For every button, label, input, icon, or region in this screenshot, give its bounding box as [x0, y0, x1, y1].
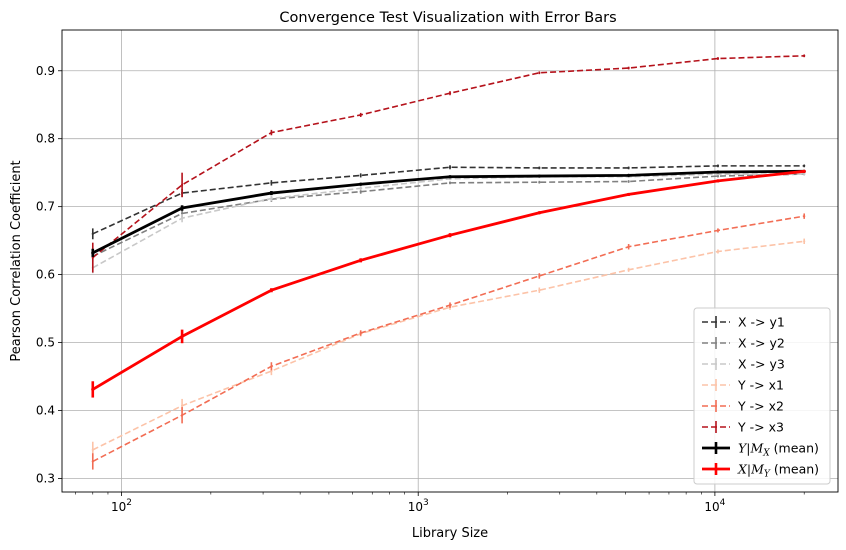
- data-point: [448, 92, 452, 95]
- series-line: [92, 55, 805, 259]
- data-point: [716, 174, 720, 178]
- x-tick-label: 104: [704, 498, 725, 514]
- data-point: [269, 191, 273, 195]
- data-point: [91, 232, 94, 235]
- data-point: [627, 66, 630, 70]
- data-point: [269, 288, 273, 292]
- data-point: [716, 170, 720, 174]
- data-point: [180, 212, 184, 215]
- data-point: [91, 251, 95, 255]
- y-tick-label: 0.9: [36, 64, 55, 78]
- legend-label: X -> y3: [738, 357, 785, 372]
- data-point: [627, 180, 630, 183]
- y-tick-label: 0.8: [36, 132, 55, 146]
- data-point: [803, 172, 806, 176]
- data-point: [270, 369, 273, 373]
- data-point: [180, 217, 184, 220]
- data-point: [180, 414, 184, 417]
- y-tick-label: 0.4: [36, 403, 55, 417]
- axis-ticks: 0.3 0.4 0.5 0.6 0.7 0.8 0.9 102 103 104: [36, 64, 805, 514]
- legend-label: X|MY (mean): [737, 462, 819, 480]
- data-point: [180, 206, 184, 210]
- data-point: [716, 179, 720, 183]
- data-point: [716, 57, 720, 60]
- legend-label: Y -> x3: [737, 420, 784, 435]
- x-tick-label: 102: [111, 498, 132, 514]
- series-line: [92, 165, 805, 235]
- data-point: [180, 404, 184, 407]
- data-point: [270, 131, 273, 134]
- x-axis-label: Library Size: [412, 526, 488, 541]
- data-point: [627, 192, 631, 197]
- data-point: [270, 365, 273, 368]
- data-point: [270, 197, 273, 200]
- data-point: [538, 274, 541, 278]
- data-point: [359, 190, 362, 193]
- data-point: [359, 331, 362, 335]
- data-point: [448, 166, 452, 169]
- data-point: [538, 181, 541, 184]
- data-point: [716, 229, 720, 232]
- data-point: [803, 240, 806, 243]
- data-point: [716, 250, 720, 253]
- data-point: [180, 183, 184, 187]
- data-point: [270, 181, 273, 184]
- data-point: [448, 181, 452, 184]
- data-point: [359, 182, 363, 186]
- data-point: [802, 169, 806, 173]
- data-point: [537, 174, 541, 178]
- data-point: [627, 268, 630, 271]
- data-point: [627, 245, 630, 248]
- y-tick-label: 0.6: [36, 268, 55, 282]
- data-point: [803, 54, 806, 57]
- series-line: [92, 173, 805, 269]
- data-point: [359, 258, 363, 262]
- data-point: [538, 71, 541, 74]
- legend-label: Y -> x1: [737, 378, 784, 393]
- series-layer: [91, 54, 806, 470]
- data-point: [91, 460, 94, 463]
- data-point: [803, 215, 806, 218]
- data-point: [359, 187, 362, 190]
- data-point: [448, 304, 452, 307]
- x-tick-label: 103: [408, 498, 429, 514]
- legend: X -> y1 X -> y2 X -> y3 Y -> x1 Y -> x2 Y -> …: [693, 307, 831, 485]
- data-point: [91, 256, 94, 259]
- data-point: [627, 166, 630, 170]
- data-point: [627, 173, 631, 177]
- series-line: [92, 173, 805, 257]
- legend-label: X -> y1: [738, 315, 785, 330]
- data-point: [448, 175, 452, 179]
- data-point: [180, 334, 184, 339]
- plot-frame: [61, 29, 839, 493]
- data-point: [537, 211, 541, 215]
- chart-title: Convergence Test Visualization with Erro…: [279, 10, 616, 26]
- data-point: [91, 448, 94, 451]
- y-tick-label: 0.5: [36, 336, 55, 350]
- y-axis-label: Pearson Correlation Coefficient: [9, 160, 24, 361]
- legend-label: Y -> x2: [737, 399, 784, 414]
- series-line: [92, 240, 805, 451]
- data-point: [359, 113, 362, 117]
- data-point: [538, 289, 541, 292]
- legend-label: X -> y2: [738, 336, 785, 351]
- data-point: [803, 164, 806, 167]
- legend-label: Y|MX (mean): [738, 441, 819, 459]
- legend-box: [693, 307, 831, 485]
- data-point: [91, 387, 95, 392]
- data-point: [538, 166, 541, 170]
- data-point: [716, 164, 720, 167]
- data-point: [448, 233, 452, 237]
- data-point: [359, 174, 362, 177]
- y-tick-label: 0.3: [36, 471, 55, 485]
- y-tick-label: 0.7: [36, 200, 55, 214]
